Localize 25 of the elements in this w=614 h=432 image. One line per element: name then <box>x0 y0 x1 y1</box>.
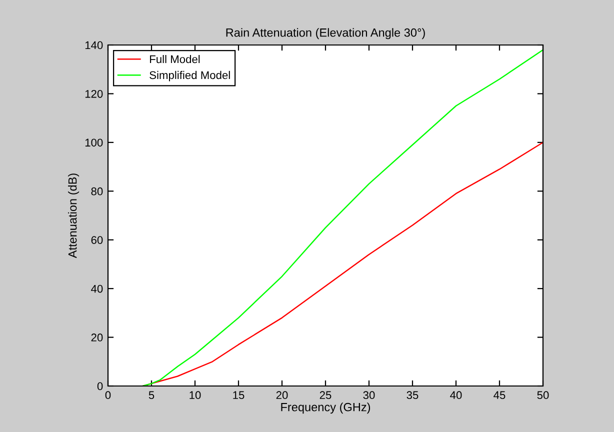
y-tick-label: 40 <box>91 284 103 293</box>
y-tick-label: 140 <box>85 41 103 50</box>
line-series <box>142 49 543 386</box>
x-tick-label: 20 <box>276 391 288 400</box>
x-tick-label: 35 <box>406 391 418 400</box>
x-tick-label: 45 <box>494 391 506 400</box>
x-tick-label: 25 <box>320 391 332 400</box>
y-tick-label: 80 <box>91 187 103 196</box>
x-axis-title: Frequency (GHz) <box>281 402 370 414</box>
y-tick-label: 0 <box>97 382 103 390</box>
x-tick-label: 50 <box>537 391 549 400</box>
legend-label: Full Model <box>150 55 200 64</box>
legend-label: Simplified Model <box>150 70 230 82</box>
x-tick-label: 30 <box>363 391 375 400</box>
y-tick-label: 120 <box>85 90 103 98</box>
x-tick-label: 5 <box>148 391 154 400</box>
x-tick-label: 10 <box>190 391 201 400</box>
y-tick-label: 20 <box>91 334 103 342</box>
x-tick-label: 15 <box>233 391 244 400</box>
y-tick-label: 100 <box>85 138 103 147</box>
y-tick-label: 60 <box>91 236 103 244</box>
chart-title: Rain Attenuation (Elevation Angle 30°) <box>226 28 425 40</box>
x-tick-label: 40 <box>450 391 462 400</box>
y-axis-title: Attenuation (dB) <box>68 174 80 258</box>
x-tick-label: 0 <box>105 391 111 400</box>
